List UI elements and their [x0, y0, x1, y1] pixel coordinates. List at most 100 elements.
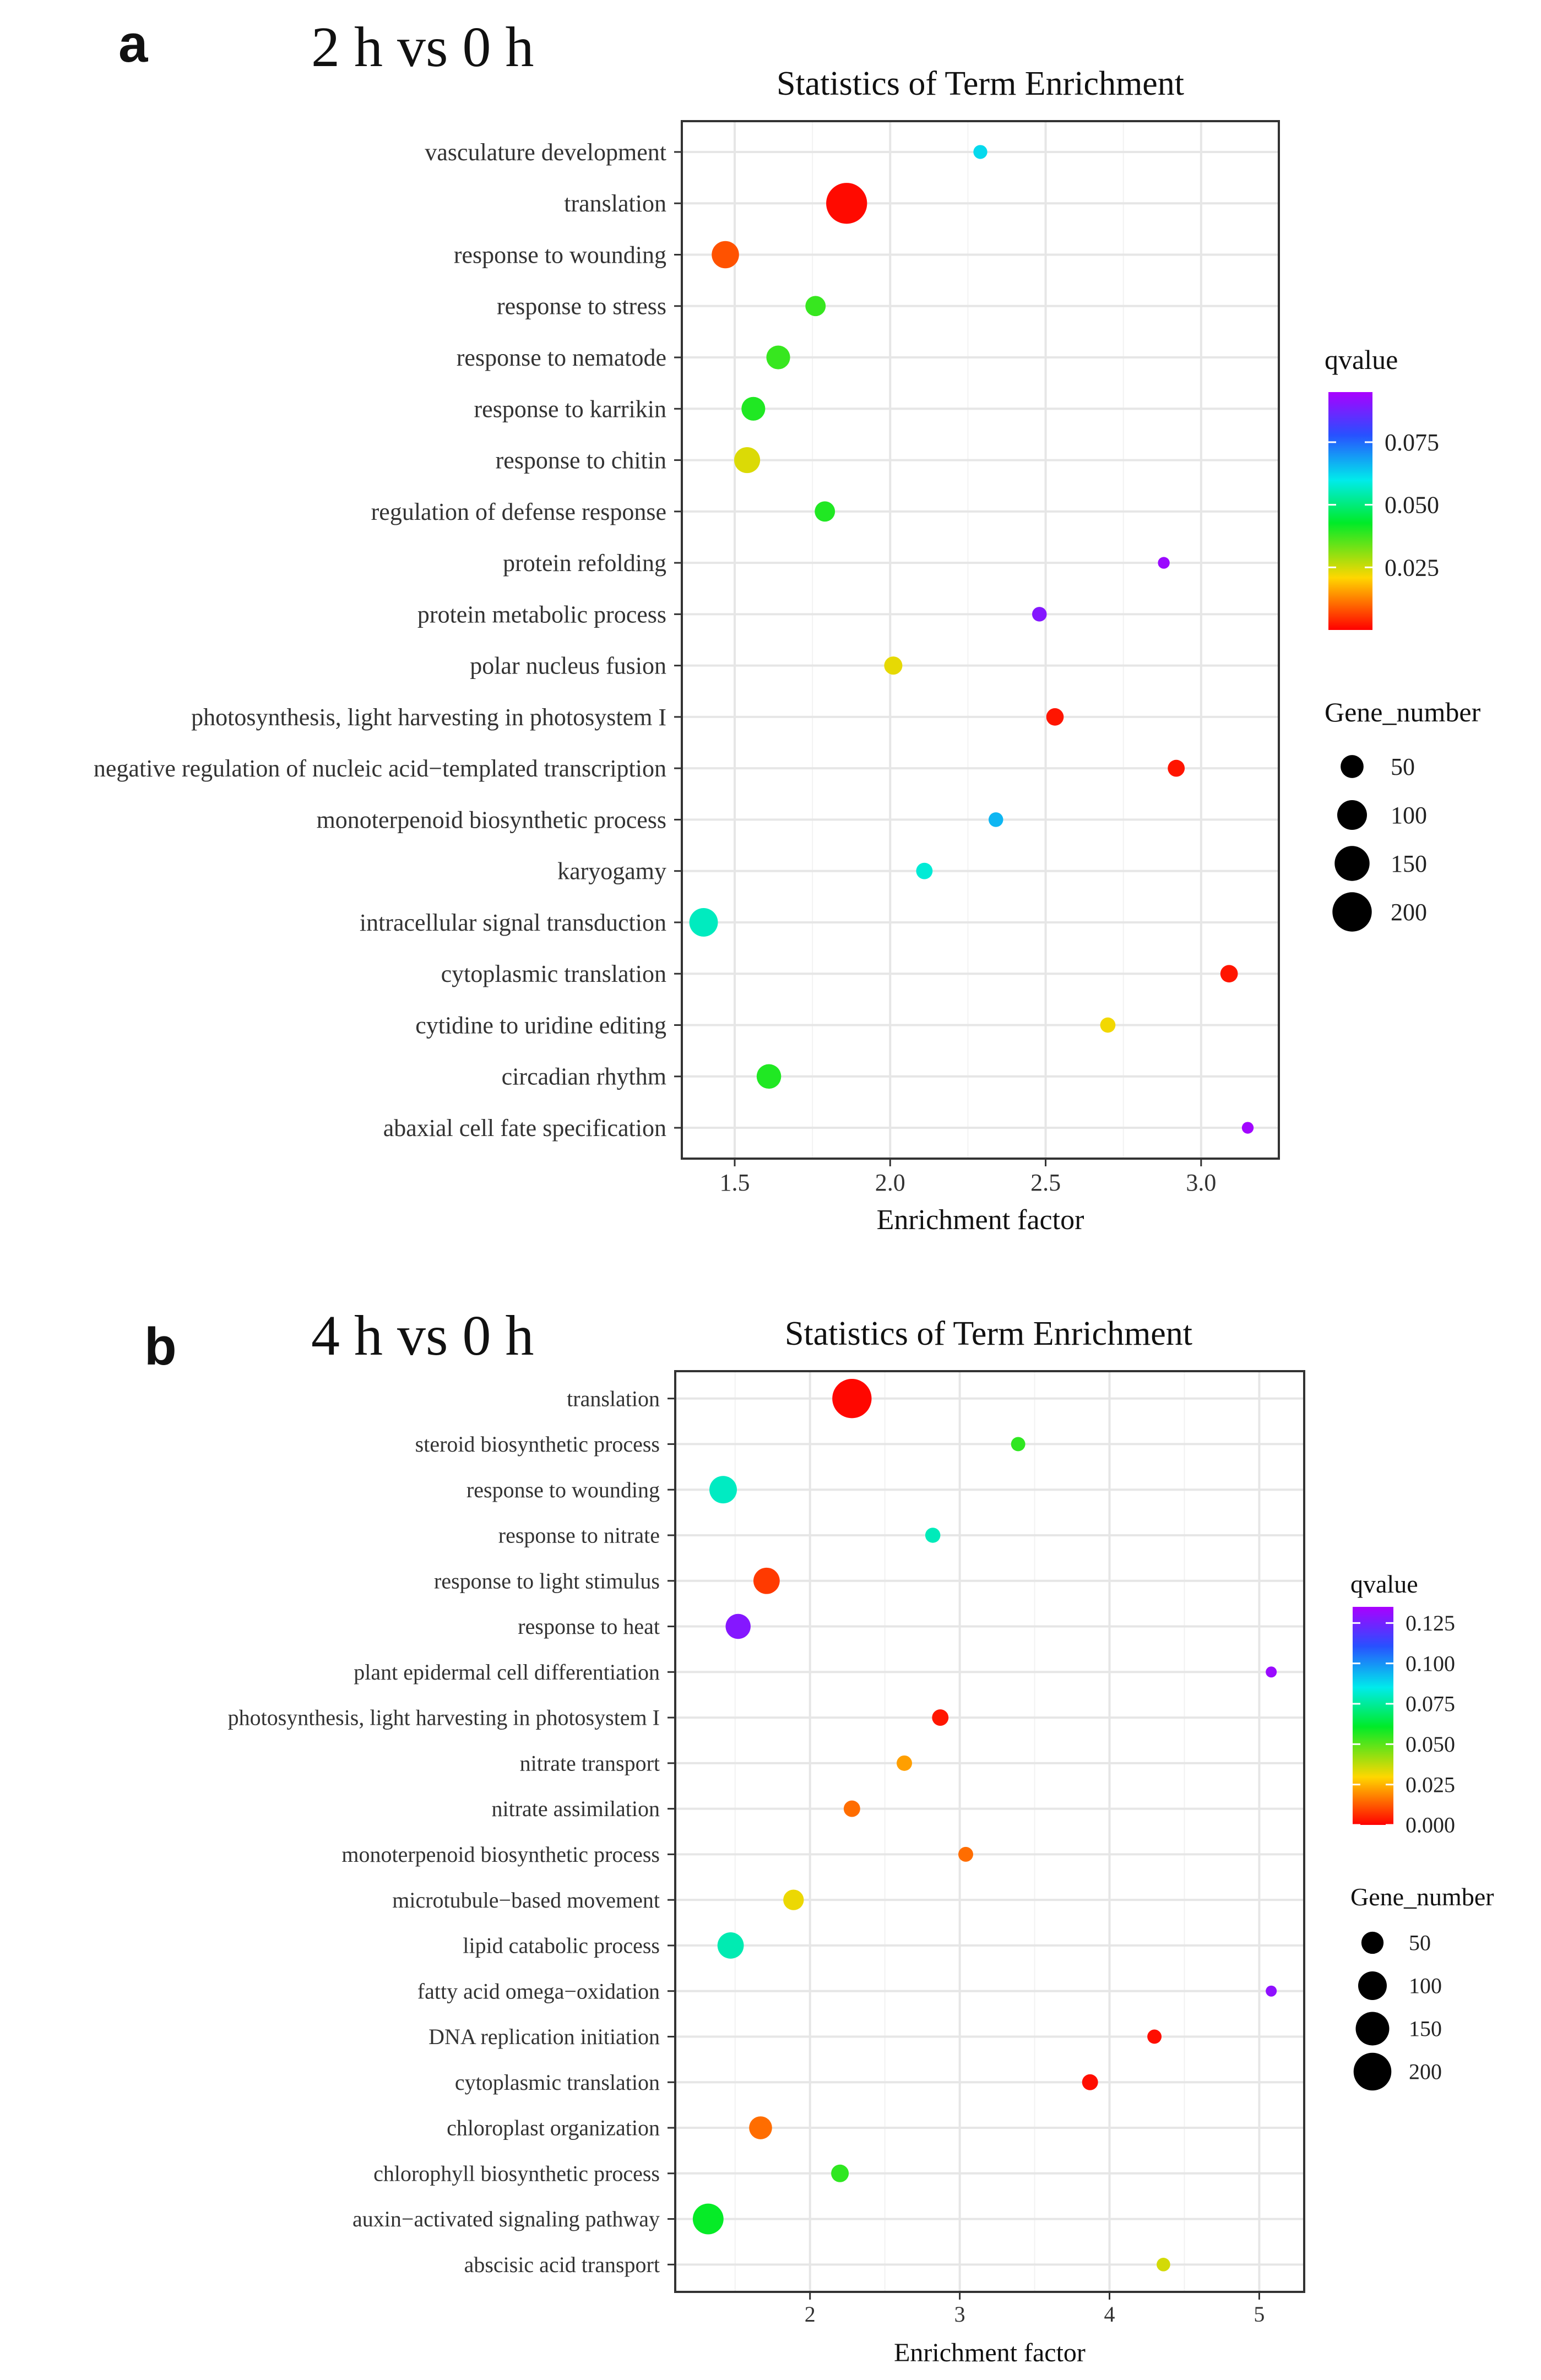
size-legend-dot — [1353, 2052, 1392, 2091]
panel-a: a 2 h vs 0 h Statistics of Term Enrichme… — [94, 14, 1481, 1236]
data-point — [734, 447, 761, 474]
data-point — [717, 1932, 744, 1959]
data-point — [958, 1846, 973, 1862]
data-point — [741, 396, 766, 421]
panel-b-color-bar — [1353, 1607, 1393, 1825]
category-label: nitrate transport — [520, 1751, 660, 1775]
data-point — [749, 2116, 772, 2139]
panel-a-size-legend-keys: 50 100 150 200 — [1332, 753, 1427, 932]
panel-b-category-labels: translation steroid biosynthetic process r… — [228, 1386, 675, 2277]
data-point — [692, 2203, 724, 2235]
category-label: chloroplast organization — [447, 2116, 660, 2140]
size-legend-dot — [1337, 800, 1367, 830]
data-point — [831, 2164, 849, 2182]
category-label: circadian rhythm — [502, 1063, 666, 1090]
panel-a-chart-title: Statistics of Term Enrichment — [777, 65, 1184, 102]
category-label: abaxial cell fate specification — [383, 1115, 666, 1142]
panel-a-color-legend-title: qvalue — [1325, 344, 1398, 375]
data-point — [1157, 2258, 1170, 2272]
size-legend-label: 100 — [1409, 1974, 1442, 1998]
category-label: cytoplasmic translation — [441, 960, 666, 987]
color-tick-label: 0.050 — [1385, 492, 1439, 519]
data-point — [1220, 965, 1238, 983]
x-tick-label: 3 — [954, 2302, 965, 2327]
category-label: response to karrikin — [474, 395, 666, 422]
data-point — [1266, 1985, 1277, 1997]
panel-b: b 4 h vs 0 h Statistics of Term Enrichme… — [144, 1304, 1494, 2367]
category-label: cytidine to uridine editing — [415, 1012, 666, 1039]
data-point — [1266, 1666, 1277, 1678]
category-label: vasculature development — [425, 139, 666, 166]
data-point — [832, 1378, 872, 1419]
category-label: fatty acid omega−oxidation — [417, 1979, 660, 2003]
category-label: photosynthesis, light harvesting in phot… — [228, 1705, 660, 1730]
data-point — [843, 1800, 860, 1817]
category-label: protein refolding — [503, 550, 666, 577]
category-label: monoterpenoid biosynthetic process — [341, 1842, 660, 1867]
size-legend-label: 150 — [1409, 2017, 1442, 2041]
category-label: DNA replication initiation — [428, 2024, 660, 2049]
data-point — [756, 1064, 782, 1089]
data-point — [1082, 2074, 1098, 2090]
color-tick-label: 0.025 — [1406, 1772, 1455, 1797]
category-label: response to heat — [518, 1614, 660, 1639]
data-point — [1168, 759, 1185, 777]
panel-b-chart-title: Statistics of Term Enrichment — [785, 1315, 1192, 1352]
color-tick-label: 0.050 — [1406, 1732, 1455, 1757]
data-point — [884, 656, 903, 675]
size-legend-label: 200 — [1391, 899, 1427, 926]
plot-background — [675, 1371, 1304, 2292]
panel-b-letter: b — [144, 1317, 177, 1376]
data-point — [725, 1613, 751, 1639]
x-tick-label: 2.5 — [1030, 1169, 1061, 1196]
x-tick-label: 3.0 — [1186, 1169, 1216, 1196]
data-point — [1158, 557, 1170, 569]
data-point — [1046, 708, 1064, 726]
panel-b-color-legend-title: qvalue — [1350, 1570, 1418, 1598]
category-label: response to chitin — [496, 447, 666, 474]
category-label: protein metabolic process — [417, 601, 666, 628]
size-legend-label: 200 — [1409, 2060, 1442, 2084]
data-point — [709, 1476, 737, 1504]
panel-a-points — [689, 145, 1254, 1134]
color-tick-label: 0.000 — [1406, 1813, 1455, 1838]
size-legend-label: 50 — [1391, 753, 1415, 780]
data-point — [689, 908, 718, 937]
size-legend-label: 150 — [1391, 850, 1427, 877]
category-label: negative regulation of nucleic acid−temp… — [94, 755, 666, 782]
data-point — [1241, 1122, 1254, 1134]
panel-a-grid — [682, 121, 1279, 1159]
data-point — [783, 1889, 804, 1910]
panel-b-grid — [675, 1371, 1304, 2292]
data-point — [1147, 2029, 1162, 2044]
category-label: chlorophyll biosynthetic process — [373, 2161, 660, 2186]
panel-b-color-legend: qvalue 0.125 0.100 0.075 0.050 0.025 0.000 — [1350, 1570, 1455, 1838]
size-legend-dot — [1358, 1971, 1387, 2000]
size-legend-dot — [1332, 892, 1372, 932]
category-label: response to light stimulus — [434, 1568, 660, 1593]
data-point — [1100, 1017, 1116, 1033]
data-point — [815, 501, 835, 522]
data-point — [973, 145, 987, 159]
category-label: response to wounding — [454, 241, 666, 268]
panel-b-size-legend: Gene_number 50 100 150 200 — [1350, 1883, 1494, 2091]
data-point — [1032, 607, 1047, 622]
category-label: photosynthesis, light harvesting in phot… — [191, 704, 666, 731]
category-label: response to nitrate — [498, 1523, 660, 1548]
size-legend-dot — [1341, 755, 1364, 778]
x-tick-label: 1.5 — [719, 1169, 750, 1196]
panel-b-title: 4 h vs 0 h — [311, 1304, 534, 1367]
panel-b-x-ticks: 2 3 4 5 — [805, 2292, 1265, 2327]
category-label: cytoplasmic translation — [455, 2070, 660, 2095]
panel-b-size-legend-keys: 50 100 150 200 — [1353, 1931, 1442, 2091]
data-point — [826, 183, 867, 224]
panel-b-size-legend-title: Gene_number — [1350, 1883, 1494, 1911]
category-label: polar nucleus fusion — [470, 653, 666, 680]
size-legend-dot — [1361, 1931, 1384, 1954]
category-label: intracellular signal transduction — [360, 909, 666, 936]
category-label: karyogamy — [557, 858, 666, 885]
size-legend-dot — [1355, 2012, 1390, 2046]
category-label: response to nematode — [457, 344, 666, 371]
category-label: nitrate assimilation — [492, 1796, 660, 1821]
panel-a-size-legend: Gene_number 50 100 150 200 — [1325, 697, 1481, 932]
